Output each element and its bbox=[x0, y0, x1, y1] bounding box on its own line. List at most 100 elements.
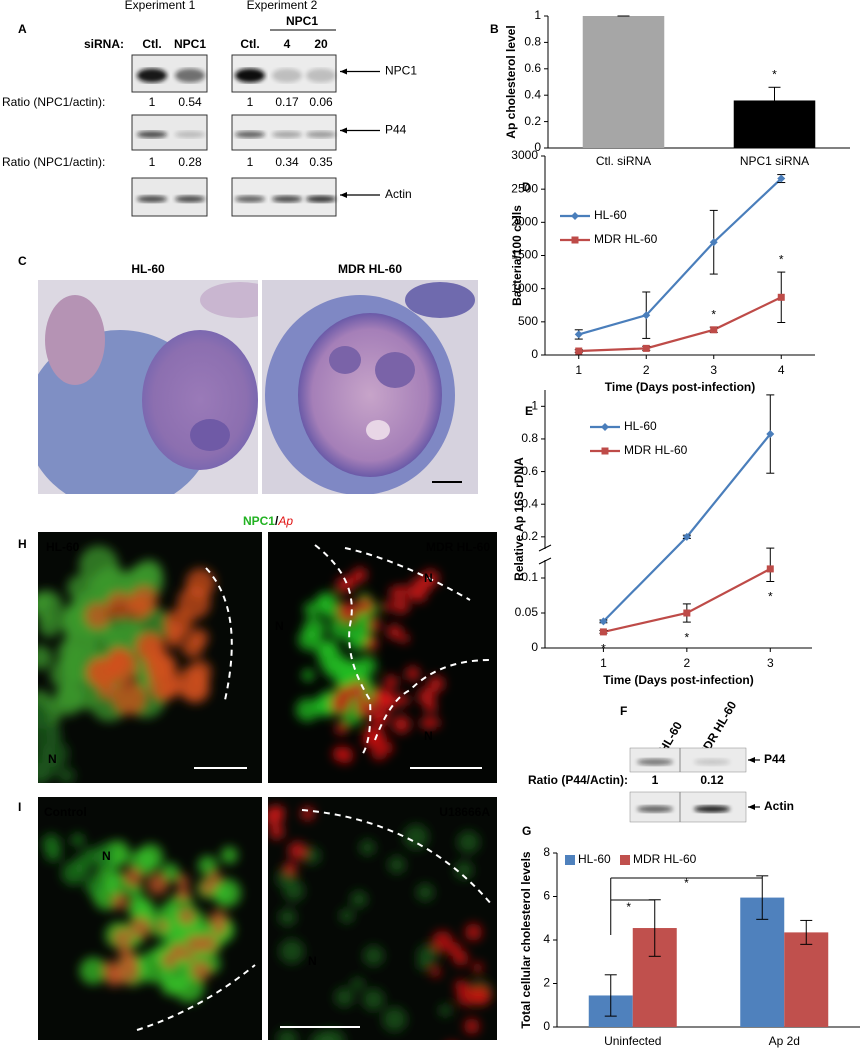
x-tick-label: Ctl. siRNA bbox=[596, 154, 651, 168]
bar bbox=[784, 932, 829, 1027]
y-tick-label: 0.6 bbox=[521, 464, 538, 478]
band bbox=[235, 68, 265, 83]
signal-spot bbox=[377, 690, 396, 709]
signal-spot bbox=[369, 619, 382, 632]
axis-break bbox=[538, 557, 552, 565]
lane-label: Ctl. bbox=[240, 37, 259, 51]
image-title: U18666A bbox=[439, 805, 490, 819]
signal-spot bbox=[393, 597, 410, 615]
signal-spot bbox=[386, 624, 403, 640]
signal-spot bbox=[125, 882, 143, 900]
ratio-label: Ratio (NPC1/actin): bbox=[2, 155, 105, 169]
signal-spot bbox=[145, 650, 178, 683]
ratio-value: 0.06 bbox=[309, 95, 333, 109]
y-tick-label: 0.4 bbox=[521, 496, 538, 510]
annotation: * bbox=[779, 252, 784, 266]
signal-spot bbox=[198, 933, 218, 954]
bar bbox=[582, 16, 665, 148]
legend-label: HL-60 bbox=[578, 852, 611, 866]
signal-spot bbox=[38, 645, 53, 670]
legend-marker bbox=[601, 447, 609, 455]
signal-spot bbox=[171, 942, 185, 956]
y-axis-title: Ap cholesterol level bbox=[504, 25, 518, 138]
y-tick-label: 0.2 bbox=[524, 114, 541, 128]
lane-label: 4 bbox=[284, 37, 291, 51]
error-bar bbox=[766, 547, 775, 582]
annotation: * bbox=[772, 67, 777, 81]
signal-spot bbox=[355, 697, 375, 717]
panel-label: C bbox=[18, 254, 27, 268]
y-tick-label: 2 bbox=[543, 976, 550, 990]
panel-label: H bbox=[18, 537, 27, 551]
lane-label: NPC1 bbox=[174, 37, 206, 51]
signal bbox=[41, 833, 242, 1003]
experiment-label: Experiment 1 bbox=[125, 0, 196, 12]
ratio-value: 0.34 bbox=[275, 155, 299, 169]
y-tick-label: 3000 bbox=[511, 148, 538, 162]
signal-spot bbox=[176, 874, 190, 888]
legend-label: HL-60 bbox=[594, 208, 627, 222]
band-label: Actin bbox=[385, 187, 412, 201]
signal-spot bbox=[197, 855, 218, 876]
band bbox=[272, 131, 302, 138]
annotation: * bbox=[685, 630, 690, 644]
signal-spot bbox=[475, 991, 489, 1005]
signal-spot bbox=[387, 855, 406, 874]
x-tick-label: 3 bbox=[710, 363, 717, 377]
signal-spot bbox=[403, 824, 429, 850]
x-tick-label: 3 bbox=[767, 656, 774, 670]
stain-sep: / bbox=[275, 514, 279, 528]
marker bbox=[683, 609, 691, 617]
signal-spot bbox=[297, 628, 320, 651]
signal-spot bbox=[356, 597, 374, 614]
group-header: NPC1 bbox=[286, 14, 318, 28]
signal bbox=[268, 805, 493, 1040]
signal-spot bbox=[38, 614, 61, 638]
image-title: HL-60 bbox=[46, 540, 80, 554]
signal-spot bbox=[161, 951, 178, 969]
signal-spot bbox=[112, 681, 147, 716]
signal-spot bbox=[363, 945, 385, 967]
signal-spot bbox=[56, 639, 84, 667]
signal-spot bbox=[137, 843, 164, 870]
signal-spot bbox=[295, 698, 319, 722]
band-label: NPC1 bbox=[385, 64, 417, 78]
error-bar bbox=[756, 875, 769, 920]
band bbox=[175, 131, 205, 138]
signal-spot bbox=[38, 762, 51, 783]
series-line bbox=[578, 177, 783, 336]
signal-spot bbox=[130, 586, 158, 614]
marker bbox=[574, 330, 583, 339]
signal-spot bbox=[123, 867, 143, 887]
signal-spot bbox=[398, 584, 410, 596]
signal-spot bbox=[220, 846, 239, 864]
arrow-head bbox=[340, 127, 347, 134]
y-tick-label: 0.8 bbox=[521, 431, 538, 445]
y-axis-title: Bacteria/100 cells bbox=[510, 205, 524, 306]
marker bbox=[642, 344, 650, 352]
ratio-value: 0.54 bbox=[178, 95, 202, 109]
signal-spot bbox=[392, 715, 411, 734]
signal-spot bbox=[317, 645, 344, 672]
signal-spot bbox=[399, 633, 410, 644]
band bbox=[272, 195, 302, 203]
panel-label: A bbox=[18, 22, 27, 36]
signal-spot bbox=[61, 860, 86, 886]
signal-spot bbox=[396, 693, 410, 707]
band-label: P44 bbox=[764, 752, 786, 766]
band bbox=[306, 131, 336, 138]
y-tick-label: 0.05 bbox=[515, 605, 539, 619]
signal-spot bbox=[111, 893, 128, 910]
signal-spot bbox=[105, 872, 130, 896]
legend-label: MDR HL-60 bbox=[624, 443, 688, 457]
signal-spot bbox=[44, 844, 62, 862]
image-title: HL-60 bbox=[131, 262, 165, 276]
stain-green: NPC1 bbox=[243, 514, 275, 528]
annotation: * bbox=[711, 307, 716, 321]
marker bbox=[682, 532, 691, 541]
y-tick-label: 0.6 bbox=[524, 61, 541, 75]
y-tick-label: 8 bbox=[543, 845, 550, 859]
y-tick-label: 0.8 bbox=[524, 35, 541, 49]
band bbox=[137, 131, 167, 138]
